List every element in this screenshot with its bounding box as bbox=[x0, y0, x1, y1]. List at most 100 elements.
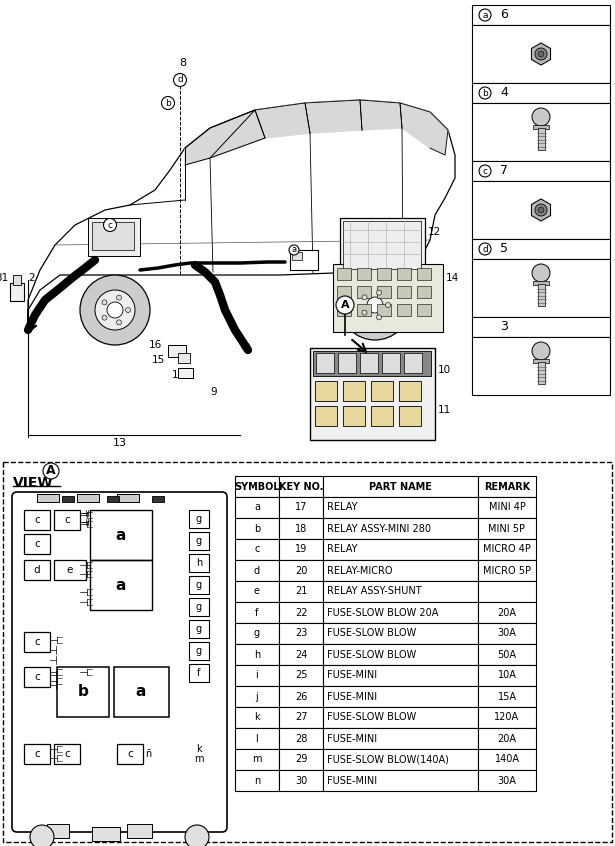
Bar bbox=[478, 623, 536, 644]
Text: a: a bbox=[136, 684, 146, 700]
Bar bbox=[279, 539, 323, 560]
Bar bbox=[417, 268, 431, 280]
Bar bbox=[77, 494, 99, 502]
Bar bbox=[235, 665, 279, 686]
Text: 26: 26 bbox=[295, 691, 307, 701]
Bar bbox=[397, 268, 411, 280]
Bar bbox=[92, 827, 120, 841]
Bar bbox=[57, 667, 109, 717]
Text: d: d bbox=[254, 565, 260, 575]
Bar bbox=[538, 128, 544, 150]
Text: c: c bbox=[64, 749, 70, 759]
Text: k: k bbox=[196, 744, 202, 754]
FancyBboxPatch shape bbox=[12, 492, 227, 832]
Bar bbox=[399, 381, 421, 401]
Text: b: b bbox=[77, 684, 89, 700]
Bar bbox=[189, 598, 209, 616]
Text: 120A: 120A bbox=[494, 712, 520, 722]
Text: 19: 19 bbox=[295, 545, 307, 554]
Text: 20: 20 bbox=[295, 565, 307, 575]
Bar bbox=[235, 518, 279, 539]
Text: MINI 5P: MINI 5P bbox=[488, 524, 525, 534]
Text: 6: 6 bbox=[500, 8, 508, 21]
Circle shape bbox=[162, 96, 175, 109]
Text: 15: 15 bbox=[152, 355, 165, 365]
Text: c: c bbox=[108, 221, 113, 229]
Text: RELAY ASSY-SHUNT: RELAY ASSY-SHUNT bbox=[327, 586, 422, 596]
Text: 30A: 30A bbox=[498, 776, 517, 785]
Bar bbox=[279, 623, 323, 644]
Bar bbox=[478, 497, 536, 518]
Bar bbox=[377, 286, 391, 298]
Text: m: m bbox=[194, 754, 204, 764]
Text: b: b bbox=[482, 89, 488, 97]
Bar bbox=[478, 707, 536, 728]
Text: 20A: 20A bbox=[498, 733, 517, 744]
Text: 140A: 140A bbox=[494, 755, 520, 765]
Bar bbox=[54, 744, 80, 764]
Bar bbox=[478, 749, 536, 770]
Bar bbox=[343, 406, 365, 426]
Polygon shape bbox=[531, 199, 550, 221]
Bar bbox=[235, 497, 279, 518]
Circle shape bbox=[173, 74, 186, 86]
Polygon shape bbox=[185, 110, 265, 158]
Circle shape bbox=[116, 320, 122, 325]
Circle shape bbox=[355, 285, 395, 325]
Text: b: b bbox=[165, 98, 171, 107]
Text: 3: 3 bbox=[500, 321, 508, 333]
Text: 24: 24 bbox=[295, 650, 307, 660]
Bar bbox=[533, 359, 549, 363]
Bar bbox=[107, 496, 119, 502]
Text: FUSE-MINI: FUSE-MINI bbox=[327, 691, 377, 701]
Bar bbox=[279, 476, 323, 497]
Text: SYMBOL: SYMBOL bbox=[234, 481, 280, 492]
Text: c: c bbox=[64, 515, 70, 525]
Polygon shape bbox=[305, 100, 362, 133]
Bar bbox=[533, 281, 549, 285]
Bar bbox=[90, 510, 152, 560]
Text: g: g bbox=[196, 514, 202, 524]
Bar bbox=[316, 353, 334, 373]
Text: 15A: 15A bbox=[498, 691, 517, 701]
Text: PART NAME: PART NAME bbox=[369, 481, 432, 492]
Circle shape bbox=[367, 297, 383, 313]
Bar bbox=[189, 664, 209, 682]
Bar bbox=[3, 462, 612, 842]
Text: c: c bbox=[34, 672, 40, 682]
Bar bbox=[472, 337, 610, 395]
Bar bbox=[189, 576, 209, 594]
Bar bbox=[417, 304, 431, 316]
Text: REMARK: REMARK bbox=[484, 481, 530, 492]
Bar bbox=[279, 770, 323, 791]
Text: h: h bbox=[196, 558, 202, 568]
Text: 14: 14 bbox=[446, 273, 459, 283]
Polygon shape bbox=[255, 103, 310, 138]
Bar bbox=[478, 728, 536, 749]
Text: 17: 17 bbox=[295, 503, 307, 513]
Bar bbox=[323, 518, 478, 539]
Text: 31: 31 bbox=[0, 273, 8, 283]
Text: d: d bbox=[177, 75, 183, 85]
Text: 28: 28 bbox=[295, 733, 307, 744]
Bar bbox=[377, 304, 391, 316]
Bar bbox=[397, 304, 411, 316]
Circle shape bbox=[386, 303, 391, 307]
Text: KEY NO.: KEY NO. bbox=[279, 481, 323, 492]
Bar bbox=[279, 518, 323, 539]
Bar bbox=[472, 259, 610, 317]
Bar bbox=[279, 686, 323, 707]
Text: c: c bbox=[127, 749, 133, 759]
Text: 12: 12 bbox=[428, 227, 441, 237]
Bar bbox=[478, 644, 536, 665]
Circle shape bbox=[289, 245, 299, 255]
Circle shape bbox=[538, 207, 544, 213]
Text: d: d bbox=[482, 244, 488, 254]
Bar bbox=[90, 560, 152, 610]
Bar bbox=[397, 286, 411, 298]
Circle shape bbox=[376, 290, 381, 295]
Text: FUSE-SLOW BLOW: FUSE-SLOW BLOW bbox=[327, 712, 416, 722]
Bar bbox=[114, 667, 169, 717]
Bar bbox=[235, 539, 279, 560]
Text: 11: 11 bbox=[438, 405, 451, 415]
